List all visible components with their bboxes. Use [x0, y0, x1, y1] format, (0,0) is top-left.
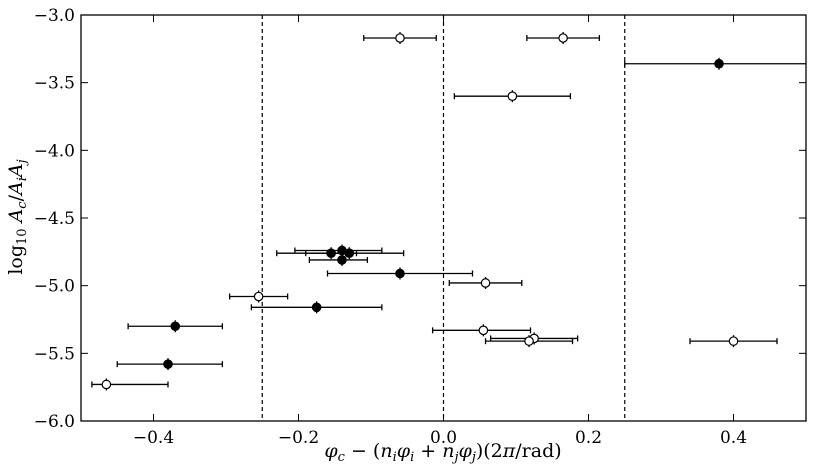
filled-data-point: [311, 302, 322, 313]
open-data-point: [253, 291, 264, 302]
open-data-point: [395, 33, 405, 43]
error-bars: [91, 32, 806, 391]
y-tick-label: −5.0: [34, 277, 75, 297]
open-data-point: [728, 336, 739, 346]
y-tick-label: −6.0: [34, 412, 75, 432]
open-data-point: [480, 278, 491, 288]
open-data-point: [558, 33, 568, 43]
axis-ticks: −0.4 −0.2 0.0 0.2 0.4 −6.0 −5.5 −5.0 −4.5 −4.0 −3.…: [34, 6, 806, 448]
y-tick-label: −3.5: [34, 74, 75, 94]
open-data-point: [101, 379, 112, 390]
data-markers: [101, 33, 739, 390]
filled-data-point: [714, 58, 724, 69]
filled-data-point: [326, 248, 336, 258]
y-tick-label: −4.5: [34, 209, 75, 229]
open-data-point: [524, 336, 534, 346]
filled-data-point: [163, 359, 173, 369]
x-tick-label: 0.2: [575, 428, 602, 448]
filled-data-point: [395, 268, 405, 279]
y-tick-label: −4.0: [34, 141, 75, 161]
reference-lines: [261, 15, 626, 421]
filled-data-point: [170, 321, 181, 332]
x-tick-label: −0.4: [133, 428, 174, 448]
y-axis-label: log10 Ac/AiAj: [5, 159, 30, 274]
x-tick-label: 0.0: [430, 428, 457, 448]
open-data-point: [478, 325, 489, 336]
open-data-point: [507, 91, 518, 101]
x-tick-label: −0.2: [278, 428, 319, 448]
y-tick-label: −5.5: [34, 344, 75, 364]
filled-data-point: [337, 255, 347, 265]
x-axis-label: φc − (niφi + njφj)(2π/rad): [324, 440, 561, 465]
y-tick-label: −3.0: [34, 6, 75, 26]
x-tick-label: 0.4: [720, 428, 747, 448]
filled-data-point: [344, 248, 355, 258]
